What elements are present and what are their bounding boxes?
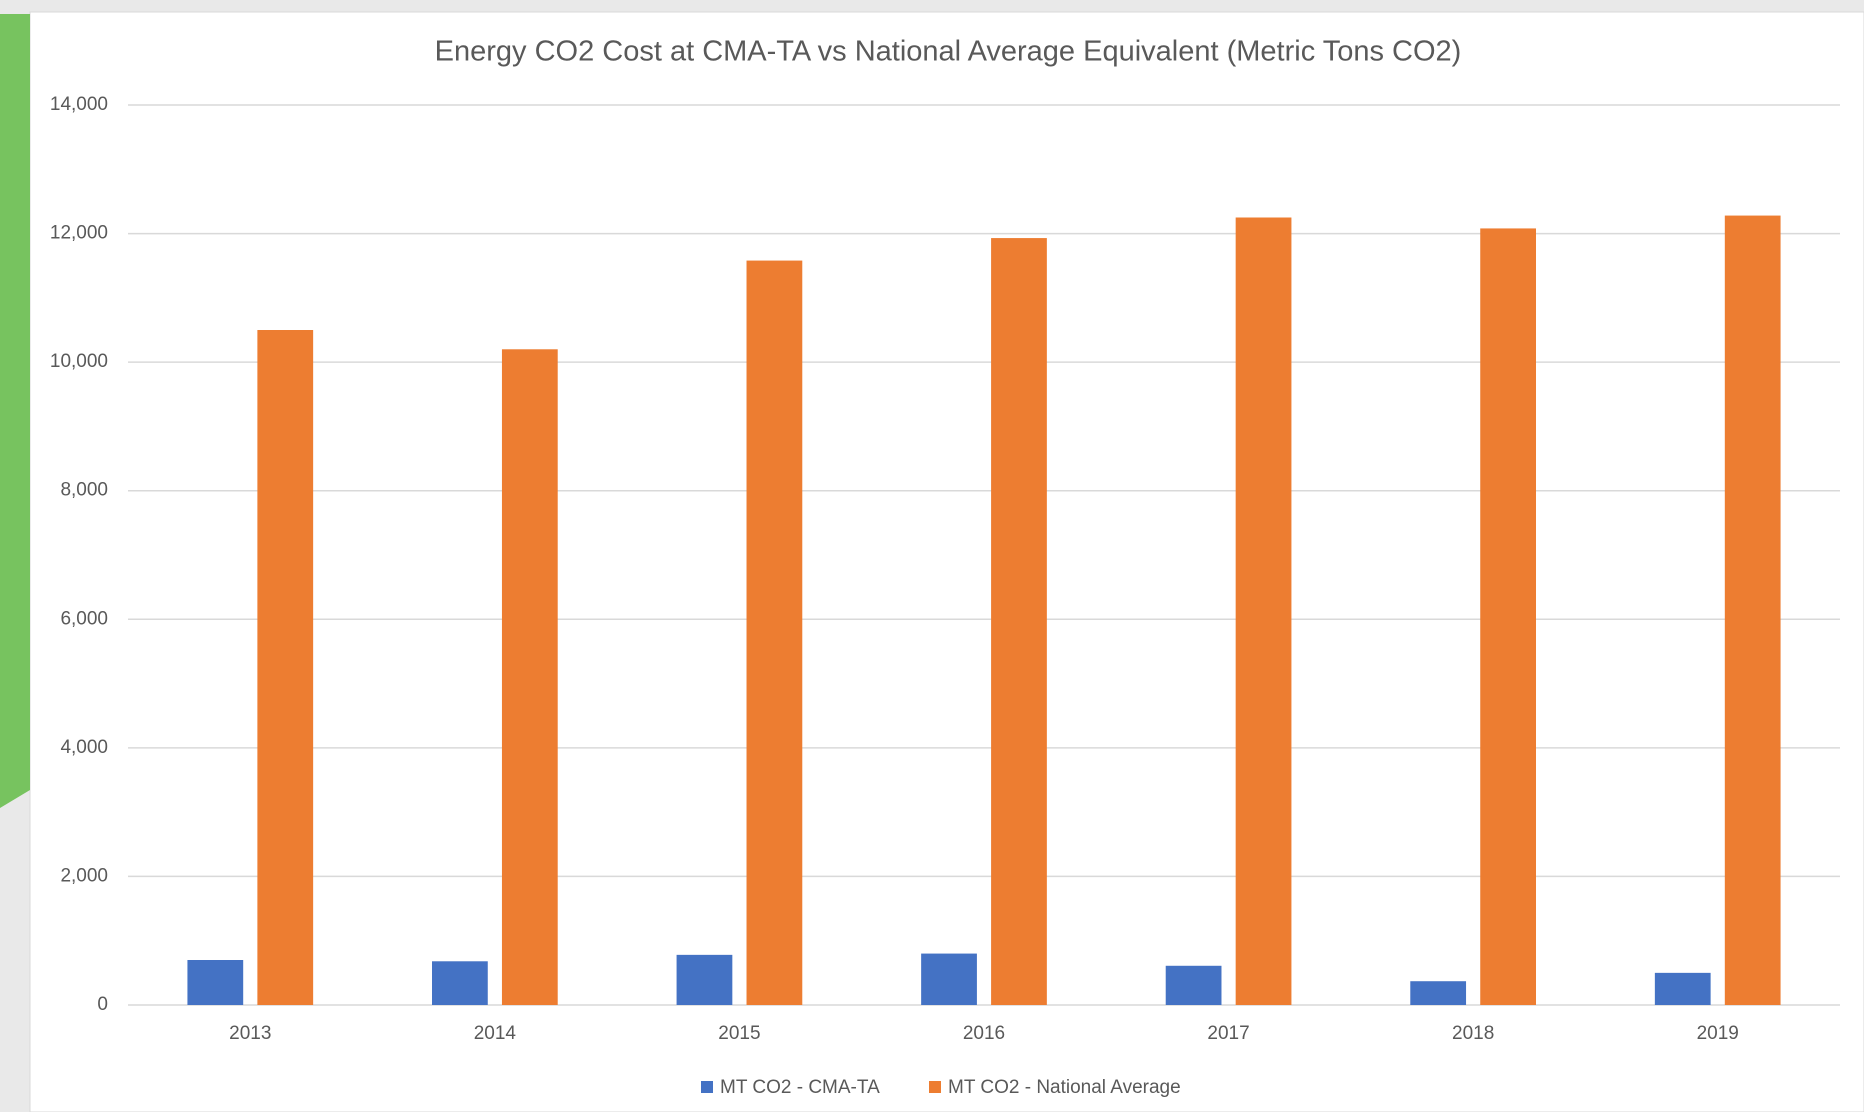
x-tick-label: 2016: [963, 1023, 1005, 1044]
y-tick-label: 4,000: [60, 737, 108, 758]
x-tick-label: 2018: [1452, 1023, 1494, 1044]
bar: [257, 330, 314, 1005]
x-tick-label: 2017: [1207, 1023, 1249, 1044]
x-tick-label: 2013: [229, 1023, 271, 1044]
bar: [501, 349, 558, 1005]
green-strip: [0, 14, 30, 808]
bar: [991, 238, 1047, 1006]
chart-title: Energy CO2 Cost at CMA-TA vs National Av…: [435, 36, 1462, 68]
y-tick-label: 6,000: [60, 608, 108, 629]
bar: [746, 260, 803, 1006]
legend-swatch: [929, 1081, 941, 1093]
bar: [1724, 215, 1781, 1006]
y-tick-label: 12,000: [50, 223, 108, 244]
chart-area: [29, 11, 1864, 1112]
bar: [1235, 217, 1292, 1005]
legend-label: MT CO2 - National Average: [948, 1077, 1181, 1098]
bar: [676, 954, 733, 1005]
legend-label: MT CO2 - CMA-TA: [720, 1077, 880, 1098]
bar: [1654, 972, 1711, 1005]
bar: [921, 953, 977, 1005]
y-tick-label: 10,000: [50, 351, 108, 372]
bar: [1410, 981, 1467, 1005]
y-tick-label: 0: [97, 994, 108, 1015]
y-tick-label: 14,000: [50, 94, 108, 115]
bar: [1480, 228, 1536, 1005]
bar: [432, 961, 488, 1005]
y-tick-label: 8,000: [60, 480, 108, 501]
bar: [187, 960, 244, 1005]
y-tick-label: 2,000: [60, 865, 108, 886]
x-tick-label: 2015: [718, 1023, 760, 1044]
legend-swatch: [701, 1081, 713, 1093]
x-tick-label: 2019: [1697, 1023, 1739, 1044]
x-tick-label: 2014: [474, 1023, 517, 1044]
bar: [1165, 965, 1222, 1005]
